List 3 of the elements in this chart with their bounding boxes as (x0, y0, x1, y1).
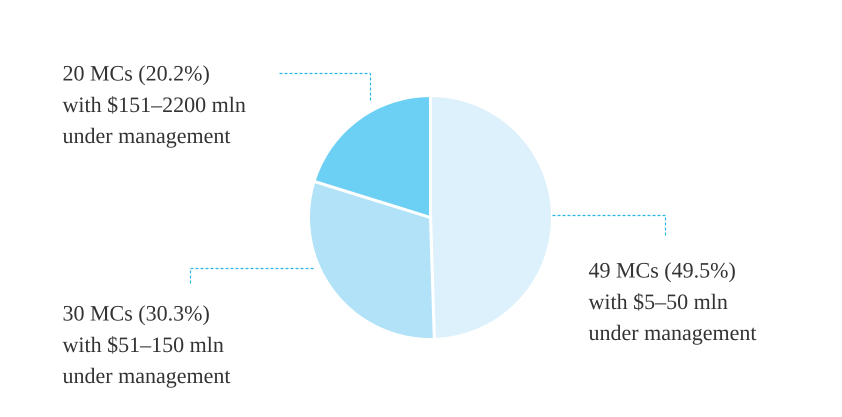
slice-label: 49 MCs (49.5%) with $5–50 mln under management (588, 258, 756, 345)
slice-label: 20 MCs (20.2%) with $151–2200 mln under management (62, 60, 246, 148)
slice-label: 30 MCs (30.3%) with $51–150 mln under management (62, 300, 230, 388)
